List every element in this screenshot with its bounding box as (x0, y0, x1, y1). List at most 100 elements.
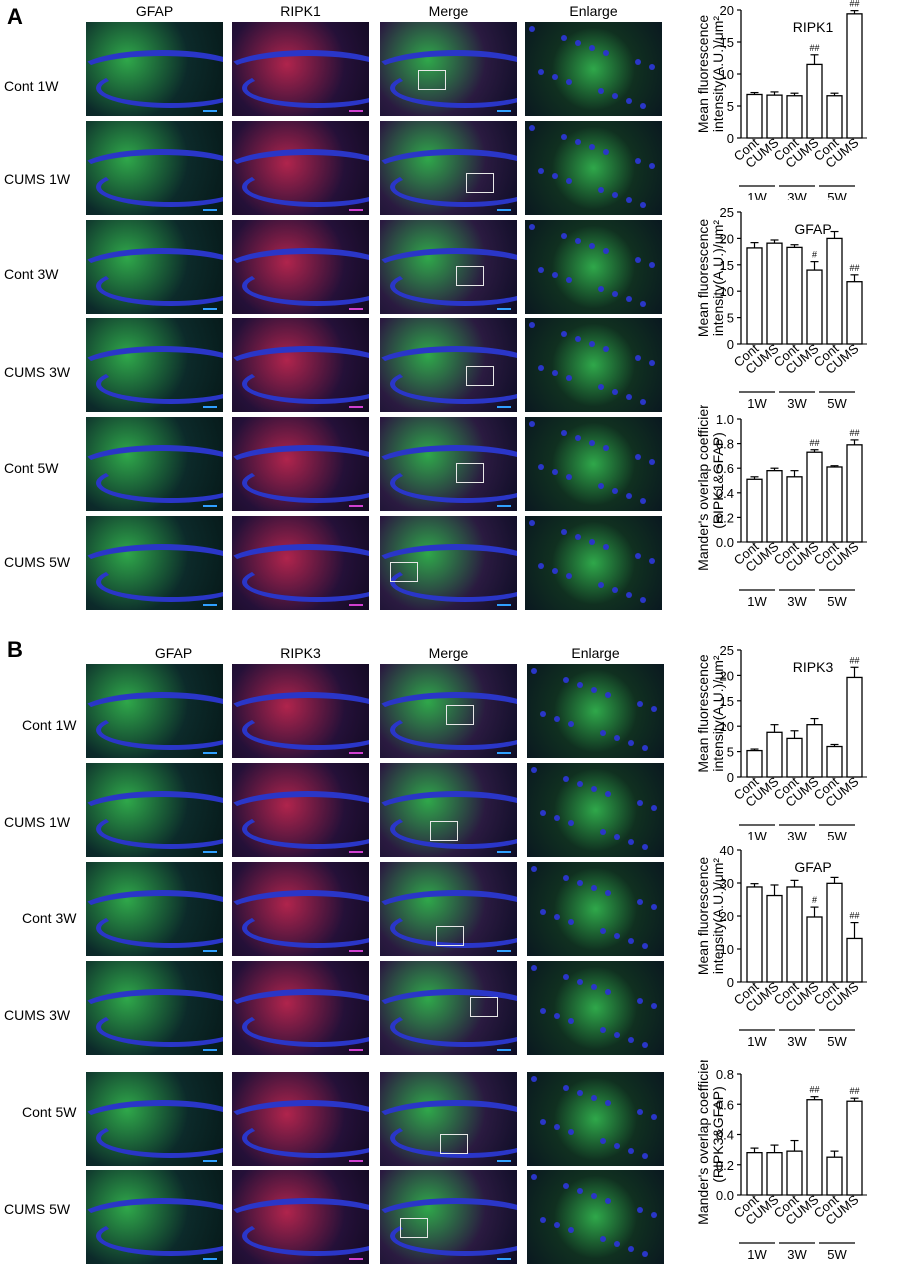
y-axis-label-line: (RIPK1&GFAP) (710, 432, 726, 528)
nucleus-dot (561, 529, 567, 535)
nucleus-dot (628, 839, 634, 845)
dentate-gyrus-layer (232, 890, 369, 936)
granule-cell-layer (390, 1007, 517, 1047)
nucleus-dot (577, 682, 583, 688)
y-axis-label-line: Mean fluorescence (695, 15, 711, 134)
bar (806, 724, 823, 778)
nucleus-dot (589, 539, 595, 545)
y-tick-label: 0 (727, 131, 734, 146)
nucleus-dot (642, 844, 648, 850)
nucleus-dot (614, 1032, 620, 1038)
y-tick-label: 0.6 (716, 461, 734, 476)
group-label: 5W (827, 594, 847, 609)
nucleus-dot (566, 277, 572, 283)
micrograph-enlarge-a-3 (525, 220, 662, 314)
granule-cell-layer (242, 266, 369, 306)
significance-mark: ## (849, 911, 859, 921)
nucleus-dot (605, 1198, 611, 1204)
column-header-gfap-b: GFAP (154, 645, 193, 661)
y-tick-label: 25 (720, 643, 734, 658)
dentate-gyrus-layer (232, 248, 369, 294)
row-label-a-6: CUMS 5W (4, 554, 71, 570)
bar (826, 95, 843, 139)
nucleus-dot (561, 35, 567, 41)
y-axis-label-line: Mander's overlap coefficients (695, 1060, 711, 1225)
nucleus-dot (538, 267, 544, 273)
granule-cell-layer (96, 809, 223, 849)
nucleus-dot (637, 1109, 643, 1115)
scale-bar (203, 1258, 217, 1260)
nucleus-dot (605, 989, 611, 995)
y-axis-label: Mander's overlap coefficients(RIPK1&GFAP… (695, 405, 726, 571)
scale-bar (203, 308, 217, 310)
y-tick-label: 20 (720, 668, 734, 683)
micrograph-merge-b-3 (380, 862, 517, 956)
bar (766, 731, 783, 778)
nucleus-dot (605, 791, 611, 797)
micrograph-merge-b-2 (380, 763, 517, 857)
bar (846, 444, 863, 543)
dentate-gyrus-layer (380, 149, 517, 195)
significance-mark: ## (849, 0, 859, 9)
nucleus-dot (538, 563, 544, 569)
micrograph-enlarge-b-6 (527, 1170, 664, 1264)
nucleus-dot (568, 1129, 574, 1135)
nucleus-dot (598, 286, 604, 292)
nucleus-dot (626, 296, 632, 302)
micrograph-marker-a-5 (232, 417, 369, 511)
y-axis-label: Mean fluorescenceintensity(A.U.)/μm² (695, 219, 726, 338)
granule-cell-layer (242, 364, 369, 404)
y-axis-label: Mean fluorescenceintensity(A.U.)/μm² (695, 15, 726, 134)
scale-bar (349, 604, 363, 606)
column-header-ripk1-a: RIPK1 (280, 3, 321, 19)
nucleus-dot (529, 125, 535, 131)
scale-bar (497, 308, 511, 310)
y-tick-label: 40 (720, 843, 734, 858)
dentate-gyrus-layer (86, 149, 223, 195)
micrograph-marker-a-3 (232, 220, 369, 314)
nucleus-dot (626, 592, 632, 598)
nucleus-dot (642, 1251, 648, 1257)
granule-cell-layer (96, 710, 223, 750)
nucleus-dot (649, 558, 655, 564)
nucleus-dot (529, 26, 535, 32)
y-axis-label-line: Mean fluorescence (695, 857, 711, 976)
chart-title: GFAP (794, 221, 831, 237)
group-label: 5W (827, 190, 847, 200)
scale-bar (349, 308, 363, 310)
roi-box (456, 266, 484, 286)
micrograph-marker-a-6 (232, 516, 369, 610)
scale-bar (497, 1258, 511, 1260)
roi-box (456, 463, 484, 483)
roi-box (446, 705, 474, 725)
micrograph-merge-b-6 (380, 1170, 517, 1264)
nucleus-dot (651, 805, 657, 811)
nucleus-dot (600, 1138, 606, 1144)
nucleus-dot (637, 800, 643, 806)
scale-bar (497, 1160, 511, 1162)
nucleus-dot (566, 178, 572, 184)
scale-bar (203, 209, 217, 211)
nucleus-dot (575, 534, 581, 540)
dentate-gyrus-layer (86, 1100, 223, 1146)
y-tick-label: 0 (727, 975, 734, 990)
roi-box (390, 562, 418, 582)
micrograph-enlarge-b-2 (527, 763, 664, 857)
y-axis-label: Mean fluorescenceintensity(A.U.)/μm² (695, 857, 726, 976)
group-label: 3W (787, 396, 807, 410)
nucleus-dot (626, 197, 632, 203)
nucleus-dot (640, 498, 646, 504)
nucleus-dot (626, 394, 632, 400)
micrograph-gfap-b-5 (86, 1072, 223, 1166)
scale-bar (203, 1049, 217, 1051)
y-tick-label: 0.6 (716, 1097, 734, 1112)
y-tick-label: 0.2 (716, 1158, 734, 1173)
nucleus-dot (575, 336, 581, 342)
nucleus-dot (577, 1188, 583, 1194)
micrograph-enlarge-b-3 (527, 862, 664, 956)
dentate-gyrus-layer (380, 544, 517, 590)
nucleus-dot (642, 1153, 648, 1159)
nucleus-dot (577, 1090, 583, 1096)
bar (746, 749, 763, 778)
y-tick-label: 0 (727, 770, 734, 785)
